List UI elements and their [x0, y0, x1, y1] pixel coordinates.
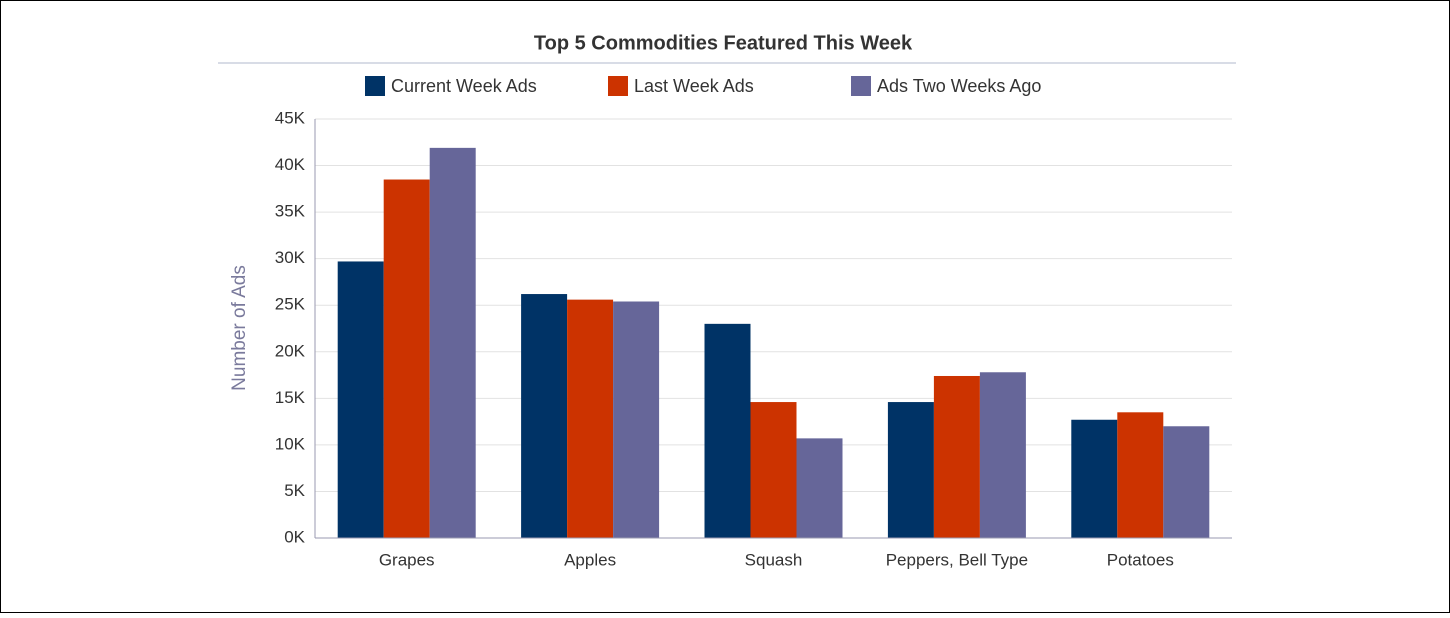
x-tick-label: Apples	[564, 550, 616, 569]
bar	[337, 261, 384, 538]
y-axis-label: Number of Ads	[229, 265, 250, 391]
legend-label: Last Week Ads	[634, 76, 754, 96]
legend-swatch	[851, 76, 871, 96]
bar	[567, 299, 614, 538]
bar	[750, 402, 797, 538]
y-tick-label: 30K	[275, 248, 306, 267]
bar	[1163, 426, 1210, 538]
legend-swatch	[608, 76, 628, 96]
y-tick-label: 0K	[284, 527, 305, 546]
y-tick-label: 10K	[275, 434, 306, 453]
legend-label: Ads Two Weeks Ago	[877, 76, 1041, 96]
bar	[521, 294, 568, 538]
y-tick-label: 20K	[275, 341, 306, 360]
bar	[933, 375, 980, 538]
y-tick-label: 45K	[275, 108, 306, 127]
bar	[704, 323, 751, 538]
bar	[383, 179, 430, 538]
bar	[613, 301, 660, 538]
chart-title: Top 5 Commodities Featured This Week	[534, 32, 913, 54]
y-tick-label: 40K	[275, 155, 306, 174]
bar	[979, 372, 1026, 538]
y-tick-label: 5K	[284, 481, 305, 500]
x-tick-label: Grapes	[379, 550, 435, 569]
bar	[887, 402, 934, 538]
x-tick-label: Potatoes	[1107, 550, 1174, 569]
y-tick-label: 25K	[275, 295, 306, 314]
bar	[796, 438, 843, 538]
y-tick-label: 35K	[275, 202, 306, 221]
bar	[429, 147, 476, 538]
bar	[1117, 412, 1164, 538]
x-tick-label: Peppers, Bell Type	[886, 550, 1028, 569]
legend-swatch	[365, 76, 385, 96]
bar	[1071, 419, 1118, 538]
legend-label: Current Week Ads	[391, 76, 537, 96]
y-tick-label: 15K	[275, 388, 306, 407]
x-tick-label: Squash	[745, 550, 803, 569]
